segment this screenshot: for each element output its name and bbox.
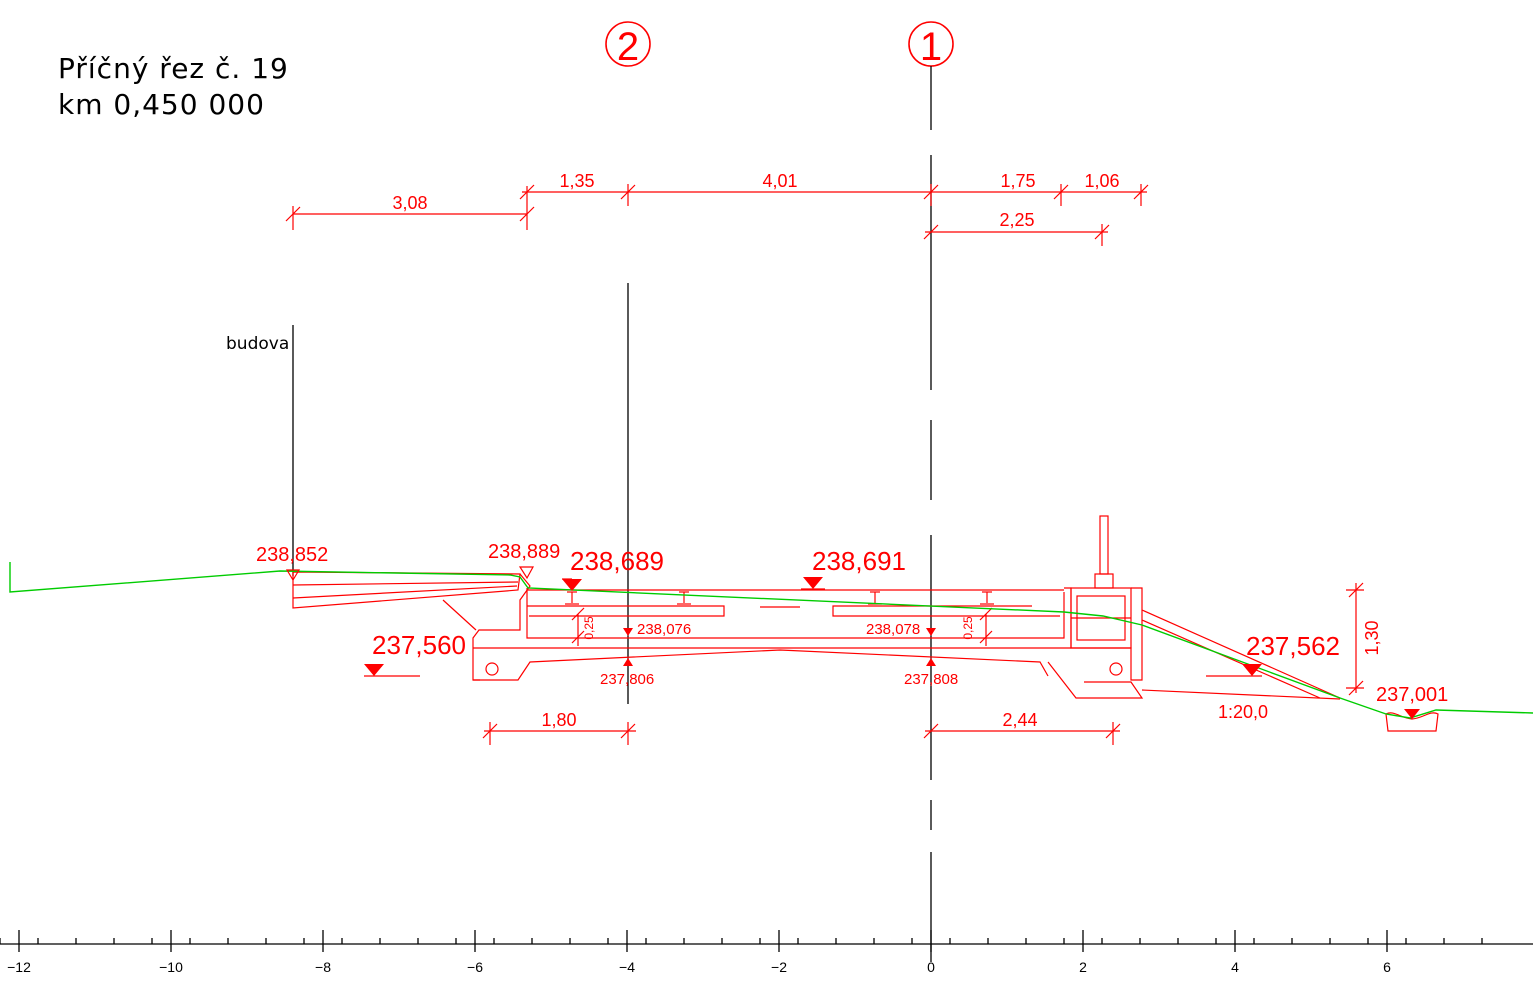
rails: [565, 591, 994, 605]
axis-tick-label: 0: [927, 959, 935, 975]
track-slab: [473, 588, 1071, 681]
dim-025-left: 0,25: [582, 616, 596, 640]
building-label: budova: [226, 334, 289, 354]
section-title: Příčný řez č. 19: [58, 52, 289, 85]
elevation-237806: 237,806: [600, 671, 654, 688]
axis-tick-label: 2: [1079, 959, 1087, 975]
track-marker-1-label: 1: [920, 25, 942, 69]
rail-3: [868, 591, 882, 605]
dim-180: 1,80: [541, 710, 576, 730]
dimension-chain-top: 3,08 1,35 4,01 1,75 1,06 2,25: [285, 171, 1149, 246]
dim-225: 2,25: [999, 210, 1034, 230]
dim-135: 1,35: [559, 171, 594, 191]
dim-130: 1,30: [1362, 620, 1382, 655]
axis-tick-label: −12: [7, 959, 31, 975]
track-marker-2: 2: [605, 21, 651, 69]
chainage-label: km 0,450 000: [58, 88, 265, 121]
track-marker-2-label: 2: [617, 25, 639, 69]
drain-pipe-left: [485, 662, 499, 676]
elevation-237808: 237,808: [904, 671, 958, 688]
dimension-025-left: 0,25: [571, 607, 596, 646]
elevation-238852: 238,852: [256, 544, 328, 566]
right-mast-foundation: [1047, 515, 1341, 700]
elevation-237001: 237,001: [1376, 684, 1448, 706]
elevation-238889: 238,889: [488, 541, 560, 563]
elevation-markers: [285, 566, 1420, 719]
dim-308: 3,08: [392, 193, 427, 213]
dim-175: 1,75: [1000, 171, 1035, 191]
rail-2: [677, 591, 691, 605]
dim-401: 4,01: [762, 171, 797, 191]
elevation-238689: 238,689: [570, 546, 664, 576]
slope-ratio-label: 1:20,0: [1218, 702, 1268, 722]
elevation-237560: 237,560: [372, 630, 466, 660]
axis-tick-label: 4: [1231, 959, 1239, 975]
dimension-vertical-130: 1,30: [1346, 582, 1382, 696]
track-marker-1: 1: [908, 21, 954, 69]
elevation-238691: 238,691: [812, 546, 906, 576]
distance-axis: −12 −10 −8 −6 −4 −2 0 2 4 6: [0, 930, 1533, 975]
elevation-238076: 238,076: [637, 621, 691, 638]
axis-tick-label: −8: [315, 959, 331, 975]
axis-tick-label: −6: [467, 959, 483, 975]
dim-025-right: 0,25: [961, 616, 975, 640]
axis-tick-label: −2: [771, 959, 787, 975]
axis-minor-ticks: [0, 938, 1483, 944]
axis-major-ticks: −12 −10 −8 −6 −4 −2 0 2 4 6: [7, 930, 1391, 975]
dim-244: 2,44: [1002, 710, 1037, 730]
axis-tick-label: −10: [159, 959, 183, 975]
dimension-025-right: 0,25: [961, 607, 993, 646]
drain-pipe-right: [1109, 662, 1123, 676]
axis-tick-label: −4: [619, 959, 635, 975]
left-platform: [292, 571, 531, 681]
terrain-line: [9, 562, 1533, 719]
rail-1: [565, 591, 579, 605]
rail-4: [980, 591, 994, 605]
drainage-ditch: [1385, 712, 1439, 732]
axis-tick-label: 6: [1383, 959, 1391, 975]
dimension-chain-bottom: 1,80 2,44: [482, 710, 1121, 745]
elevation-237562: 237,562: [1246, 631, 1340, 661]
dim-106: 1,06: [1084, 171, 1119, 191]
elevation-238078: 238,078: [866, 621, 920, 638]
